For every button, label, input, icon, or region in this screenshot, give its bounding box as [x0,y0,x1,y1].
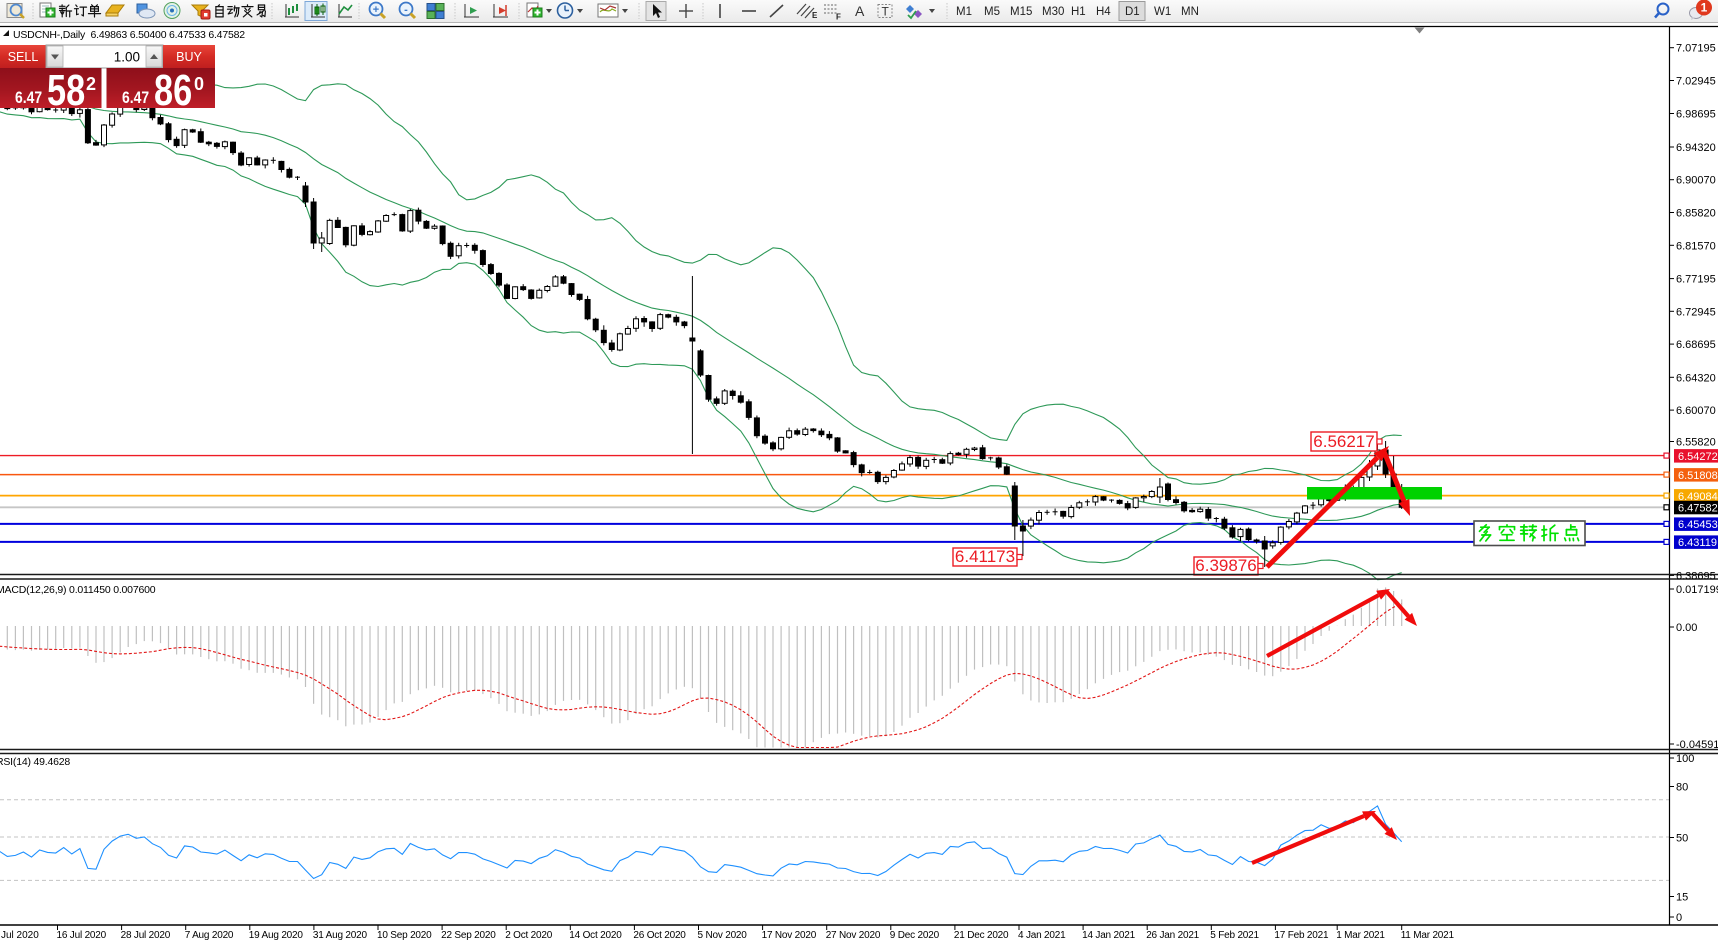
svg-text:27 Nov 2020: 27 Nov 2020 [826,930,881,941]
svg-text:6.55820: 6.55820 [1676,437,1716,449]
svg-text:M15: M15 [1010,6,1032,18]
svg-text:6.47: 6.47 [15,89,42,108]
svg-text:H4: H4 [1096,6,1111,18]
svg-text:50: 50 [1676,833,1688,845]
svg-text:6.54272: 6.54272 [1678,451,1718,463]
svg-text:A: A [855,3,865,19]
svg-text:100: 100 [1676,753,1694,765]
svg-text:6.47582: 6.47582 [1678,503,1718,515]
svg-text:6.72945: 6.72945 [1676,306,1716,318]
svg-text:T: T [882,5,890,19]
svg-text:6.38695: 6.38695 [1676,570,1716,582]
svg-text:14 Jan 2021: 14 Jan 2021 [1082,930,1135,941]
svg-text:9 Dec 2020: 9 Dec 2020 [890,930,940,941]
svg-text:6.39876: 6.39876 [1195,556,1256,575]
svg-text:5 Feb 2021: 5 Feb 2021 [1210,930,1259,941]
svg-text:H1: H1 [1071,6,1086,18]
svg-text:0: 0 [1676,912,1682,924]
svg-text:16 Jul 2020: 16 Jul 2020 [57,930,107,941]
svg-text:14 Oct 2020: 14 Oct 2020 [569,930,622,941]
svg-text:6.45453: 6.45453 [1678,519,1718,531]
svg-text:58: 58 [47,66,85,115]
svg-text:80: 80 [1676,782,1688,794]
svg-text:7 Aug 2020: 7 Aug 2020 [185,930,234,941]
svg-text:6.94320: 6.94320 [1676,142,1716,154]
svg-text:1.00: 1.00 [114,50,140,65]
svg-text:7.07195: 7.07195 [1676,43,1716,55]
svg-text:7.02945: 7.02945 [1676,76,1716,88]
svg-text:USDCNH-,Daily 6.49863 6.50400: USDCNH-,Daily 6.49863 6.50400 6.47533 6.… [13,29,245,41]
svg-text:6.90070: 6.90070 [1676,175,1716,187]
svg-text:10 Sep 2020: 10 Sep 2020 [377,930,432,941]
svg-text:-0.045919: -0.045919 [1676,739,1718,751]
svg-text:+: + [373,4,379,16]
svg-text:17 Nov 2020: 17 Nov 2020 [762,930,817,941]
svg-text:-: - [404,4,408,16]
svg-text:0.00: 0.00 [1676,622,1697,634]
svg-text:MACD(12,26,9) 0.011450 0.00760: MACD(12,26,9) 0.011450 0.007600 [0,584,156,596]
svg-text:6.56217: 6.56217 [1313,432,1374,451]
svg-text:6.51808: 6.51808 [1678,470,1718,482]
svg-text:6.47: 6.47 [122,89,149,108]
svg-text:11 Mar 2021: 11 Mar 2021 [1401,930,1455,941]
svg-text:6.43119: 6.43119 [1678,537,1717,549]
svg-text:15: 15 [1676,892,1688,904]
svg-text:6.85820: 6.85820 [1676,208,1716,220]
svg-text:E: E [812,11,818,20]
svg-text:MN: MN [1181,6,1199,18]
svg-text:31 Aug 2020: 31 Aug 2020 [313,930,368,941]
svg-text:D1: D1 [1125,6,1140,18]
svg-text:19 Aug 2020: 19 Aug 2020 [249,930,304,941]
svg-text:6.49084: 6.49084 [1678,491,1718,503]
svg-text:1: 1 [1701,1,1708,15]
svg-text:W1: W1 [1154,6,1171,18]
svg-text:SELL: SELL [8,50,39,64]
svg-text:86: 86 [154,66,192,115]
svg-text:4 Jan 2021: 4 Jan 2021 [1018,930,1066,941]
svg-text:28 Jul 2020: 28 Jul 2020 [121,930,171,941]
svg-text:26 Jan 2021: 26 Jan 2021 [1146,930,1199,941]
svg-text:6.77195: 6.77195 [1676,274,1716,286]
svg-text:0: 0 [194,74,204,94]
svg-text:M1: M1 [956,6,972,18]
svg-text:6.81570: 6.81570 [1676,240,1716,252]
svg-text:6.68695: 6.68695 [1676,339,1716,351]
svg-text:6.41173: 6.41173 [955,547,1015,566]
svg-text:F: F [836,13,841,22]
svg-text:RSI(14) 49.4628: RSI(14) 49.4628 [0,756,70,768]
svg-text:5 Nov 2020: 5 Nov 2020 [698,930,748,941]
svg-text:0.017199: 0.017199 [1676,584,1718,596]
svg-text:6.60070: 6.60070 [1676,405,1716,417]
svg-text:22 Sep 2020: 22 Sep 2020 [441,930,496,941]
svg-text:17 Feb 2021: 17 Feb 2021 [1274,930,1329,941]
svg-text:21 Dec 2020: 21 Dec 2020 [954,930,1009,941]
svg-text:Jul 2020: Jul 2020 [1,930,39,941]
svg-text:26 Oct 2020: 26 Oct 2020 [633,930,686,941]
svg-text:BUY: BUY [176,50,202,64]
svg-text:2 Oct 2020: 2 Oct 2020 [505,930,553,941]
svg-text:6.98695: 6.98695 [1676,109,1716,121]
svg-text:M30: M30 [1042,6,1064,18]
svg-text:2: 2 [86,74,96,94]
svg-text:1 Mar 2021: 1 Mar 2021 [1336,930,1385,941]
svg-text:6.64320: 6.64320 [1676,372,1716,384]
svg-text:M5: M5 [984,6,1000,18]
